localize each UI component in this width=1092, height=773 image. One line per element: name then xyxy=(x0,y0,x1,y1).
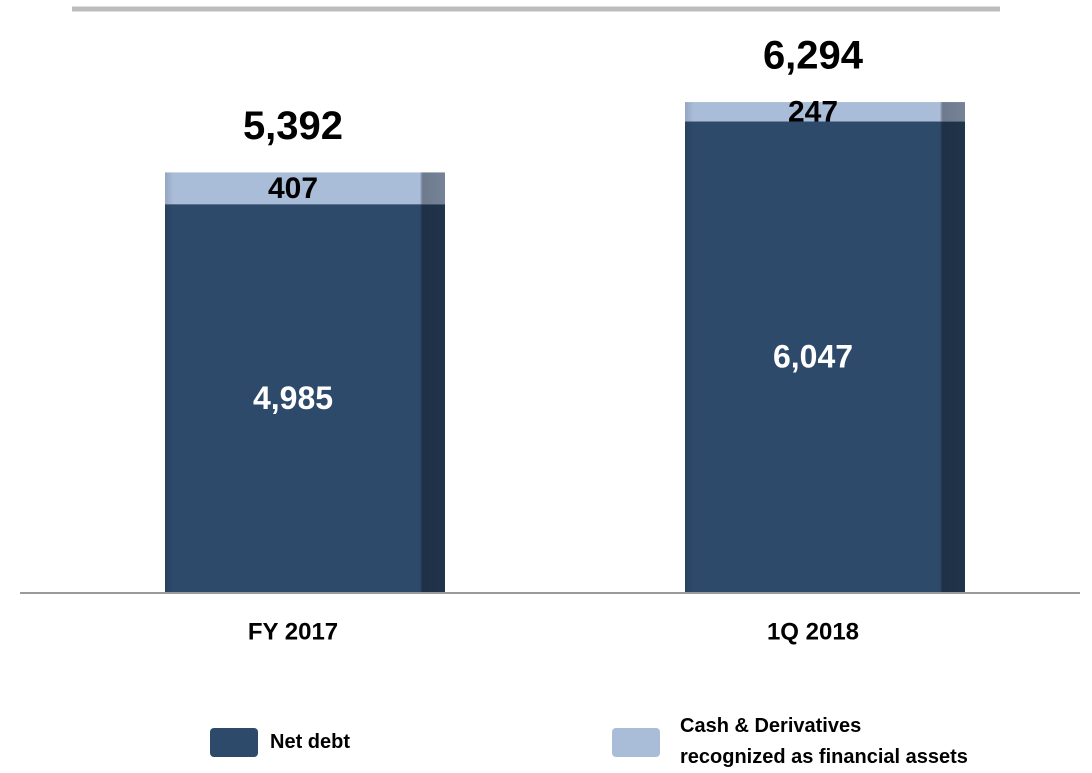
segment-label: 247 xyxy=(788,96,838,129)
legend-label: Net debt xyxy=(270,730,350,753)
segment-label: 6,047 xyxy=(773,339,853,375)
legend-swatch xyxy=(612,728,660,757)
bar-shade xyxy=(685,102,965,122)
bar-shade xyxy=(685,121,965,594)
segment-label: 4,985 xyxy=(253,380,333,416)
bar-shade xyxy=(165,204,445,594)
total-label: 5,392 xyxy=(243,104,343,148)
segment-label: 407 xyxy=(268,172,318,205)
x-tick-label: 1Q 2018 xyxy=(767,618,859,645)
legend-swatch xyxy=(210,728,258,757)
legend-label: Cash & Derivatives recognized as financi… xyxy=(680,715,968,768)
x-tick-label: FY 2017 xyxy=(248,618,338,645)
bar-shade xyxy=(165,172,445,205)
total-label: 6,294 xyxy=(763,34,864,78)
